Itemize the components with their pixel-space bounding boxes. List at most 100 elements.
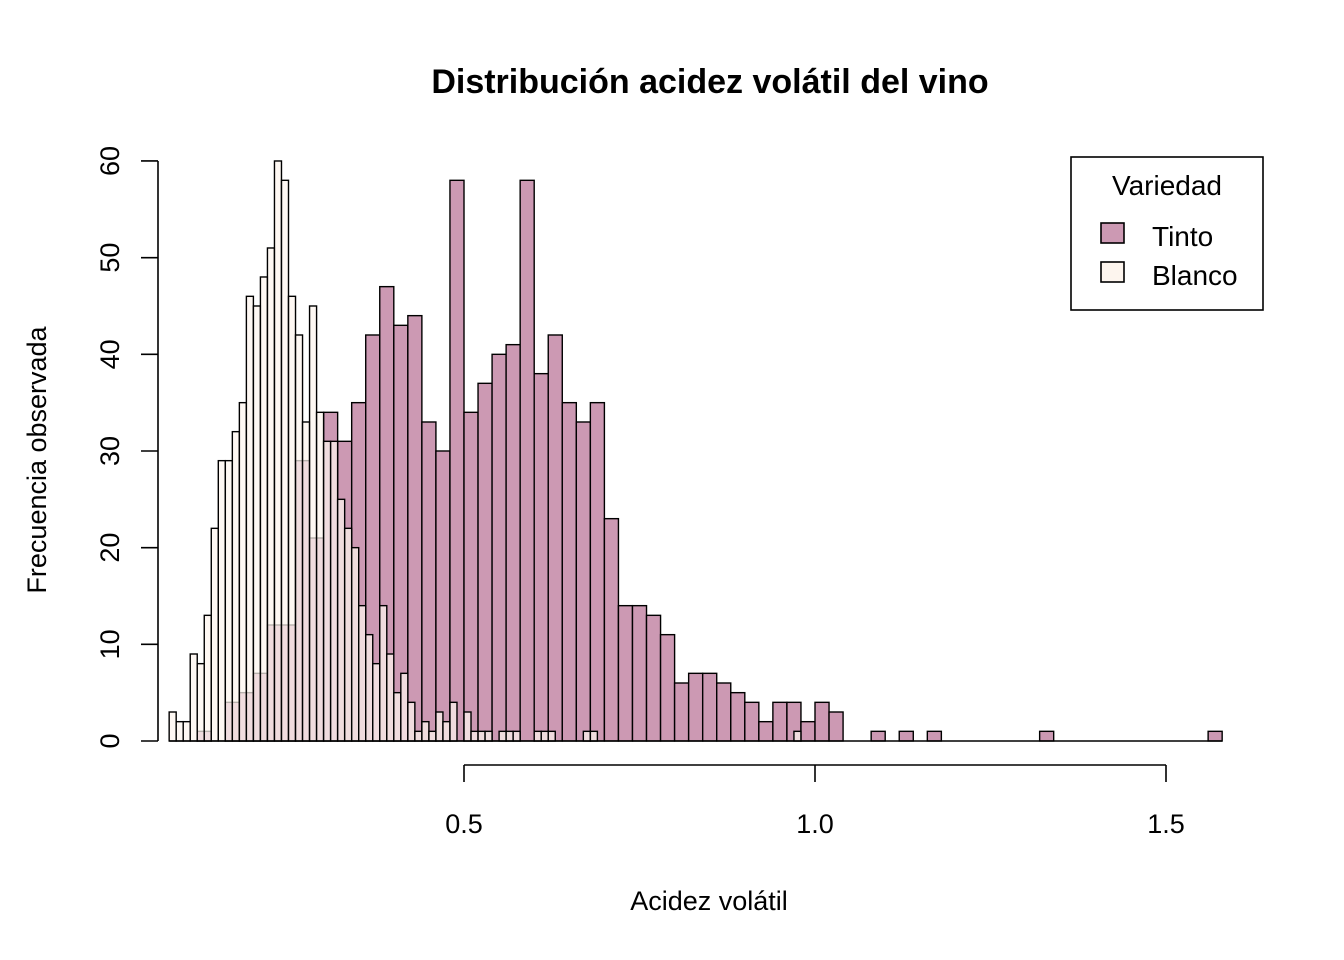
- bar-tinto: [744, 701, 760, 742]
- chart-title: Distribución acidez volátil del vino: [431, 63, 988, 101]
- bar-blanco: [449, 701, 458, 742]
- bar-blanco: [273, 160, 283, 742]
- bar-blanco: [266, 247, 276, 742]
- bar-blanco: [407, 701, 416, 742]
- legend-box: [1070, 156, 1264, 311]
- bar-blanco: [350, 546, 360, 742]
- bar-tinto: [730, 691, 746, 742]
- bar-tinto: [828, 711, 844, 742]
- bar-blanco: [582, 730, 592, 742]
- bar-blanco: [336, 498, 346, 742]
- bar-tinto: [814, 701, 830, 742]
- bar-tinto: [547, 334, 563, 742]
- bar-blanco: [470, 730, 479, 742]
- bar-tinto: [519, 179, 535, 742]
- y-tick-label: 0: [95, 733, 125, 748]
- series-blanco: [168, 160, 1223, 742]
- bar-blanco: [196, 662, 205, 742]
- bar-tinto: [1207, 730, 1223, 742]
- bar-blanco: [435, 711, 444, 742]
- bar-blanco: [203, 614, 212, 742]
- bar-tinto: [659, 633, 676, 742]
- bar-blanco: [428, 730, 437, 742]
- bar-tinto: [477, 382, 493, 742]
- bar-blanco: [414, 730, 423, 742]
- bar-blanco: [533, 730, 542, 742]
- x-axis: 0.5 1.0 1.5: [445, 764, 1185, 839]
- bar-tinto: [589, 401, 606, 742]
- legend-label-tinto: Tinto: [1152, 221, 1213, 252]
- bar-blanco: [252, 305, 262, 742]
- bar-blanco: [393, 691, 402, 742]
- bar-blanco: [358, 604, 367, 742]
- bar-blanco: [498, 730, 507, 742]
- x-tick-label: 1.5: [1147, 809, 1185, 839]
- bar-blanco: [182, 720, 191, 742]
- bar-tinto: [463, 411, 479, 742]
- bar-tinto: [645, 614, 662, 742]
- y-axis-label: Frecuencia observada: [22, 325, 52, 593]
- bar-blanco: [231, 430, 241, 742]
- y-tick-label: 20: [95, 533, 125, 563]
- y-tick-label: 40: [95, 339, 125, 369]
- bar-tinto: [687, 672, 704, 742]
- bar-blanco: [210, 527, 219, 742]
- bar-blanco: [175, 720, 184, 742]
- bar-tinto: [435, 450, 451, 742]
- bar-tinto: [1038, 730, 1055, 742]
- y-tick-label: 60: [95, 146, 125, 176]
- bar-blanco: [168, 711, 177, 742]
- bar-blanco: [589, 730, 599, 742]
- bar-tinto: [561, 401, 578, 742]
- bar-blanco: [301, 421, 311, 742]
- bar-blanco: [793, 730, 802, 742]
- bar-blanco: [442, 720, 451, 742]
- bar-blanco: [400, 672, 409, 742]
- bar-blanco: [189, 653, 198, 742]
- bar-tinto: [421, 421, 437, 742]
- bar-tinto: [716, 682, 732, 742]
- bar-tinto: [898, 730, 914, 742]
- bar-tinto: [926, 730, 943, 742]
- bar-tinto: [701, 672, 718, 742]
- bar-blanco: [238, 401, 248, 742]
- bar-blanco: [224, 459, 234, 742]
- bar-tinto: [758, 720, 774, 742]
- bar-blanco: [379, 604, 388, 742]
- bar-tinto: [870, 730, 886, 742]
- bar-blanco: [484, 730, 493, 742]
- bar-blanco: [463, 711, 472, 742]
- bar-blanco: [245, 295, 255, 742]
- bar-tinto: [631, 604, 648, 742]
- bar-tinto: [505, 343, 521, 742]
- bar-blanco: [287, 295, 297, 742]
- y-tick-label: 30: [95, 436, 125, 466]
- bar-blanco: [308, 305, 318, 742]
- bar-blanco: [505, 730, 514, 742]
- legend-title: Variedad: [1112, 170, 1222, 201]
- y-tick-label: 50: [95, 243, 125, 273]
- bar-tinto: [603, 517, 620, 742]
- x-tick-label: 0.5: [445, 809, 483, 839]
- bar-tinto: [575, 421, 592, 742]
- bar-tinto: [772, 701, 788, 742]
- legend-swatch-blanco: [1100, 261, 1125, 283]
- y-tick-label: 10: [95, 629, 125, 659]
- bar-blanco: [343, 527, 353, 742]
- x-tick-label: 1.0: [796, 809, 834, 839]
- bar-tinto: [533, 372, 549, 742]
- bar-blanco: [280, 179, 290, 742]
- bar-blanco: [477, 730, 486, 742]
- bar-blanco: [322, 440, 332, 742]
- bar-blanco: [329, 440, 339, 742]
- bar-blanco: [372, 662, 381, 742]
- bar-tinto: [673, 682, 690, 742]
- bar-blanco: [540, 730, 549, 742]
- y-axis: 0 10 20 30 40 50 60: [95, 146, 159, 749]
- bar-blanco: [421, 720, 430, 742]
- bar-blanco: [294, 334, 304, 742]
- bar-blanco: [217, 459, 227, 742]
- bar-blanco: [386, 653, 395, 742]
- bar-blanco: [259, 276, 269, 742]
- legend-label-blanco: Blanco: [1152, 260, 1238, 291]
